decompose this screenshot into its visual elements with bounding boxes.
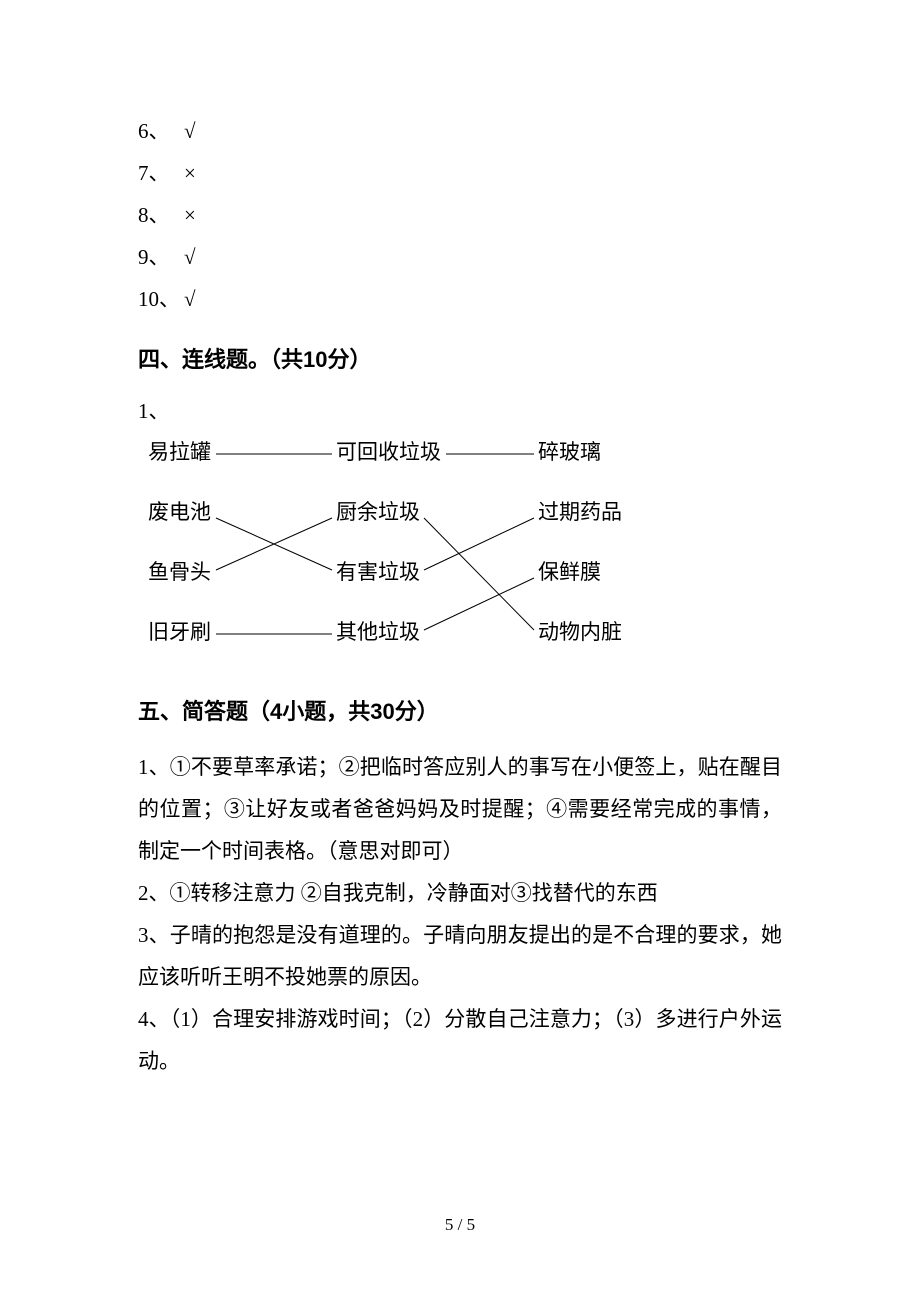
svg-text:保鲜膜: 保鲜膜 — [538, 560, 601, 584]
sa-text: 1、①不要草率承诺；②把临时答应别人的事写在小便签上，贴在醒目的位置；③让好友或… — [138, 755, 782, 863]
sa-text: 4、（1）合理安排游戏时间；（2）分散自己注意力；（3）多进行户外运动。 — [138, 1007, 782, 1073]
tf-num: 7、 — [138, 152, 184, 194]
tf-item: 10、 √ — [138, 278, 782, 320]
svg-text:有害垃圾: 有害垃圾 — [336, 560, 420, 584]
sa-text: 3、子晴的抱怨是没有道理的。子晴向朋友提出的是不合理的要求，她应该听听王明不投她… — [138, 923, 782, 989]
svg-text:厨余垃圾: 厨余垃圾 — [336, 500, 420, 524]
svg-text:鱼骨头: 鱼骨头 — [148, 560, 211, 584]
tf-mark: √ — [184, 236, 196, 278]
svg-text:碎玻璃: 碎玻璃 — [538, 440, 601, 464]
short-answer-item: 3、子晴的抱怨是没有道理的。子晴向朋友提出的是不合理的要求，她应该听听王明不投她… — [138, 914, 782, 998]
matching-diagram: 易拉罐 可回收垃圾 碎玻璃废电池 厨余垃圾 过期药品鱼骨头 有害垃圾 保鲜膜旧牙刷 其他垃圾 动… — [138, 434, 638, 666]
tf-item: 6、 √ — [138, 110, 782, 152]
svg-text:废电池: 废电池 — [148, 500, 211, 524]
sa-text: 2、①转移注意力 ②自我克制，冷静面对③找替代的东西 — [138, 881, 658, 905]
section4-heading: 四、连线题。（共10分） — [138, 338, 782, 382]
short-answer-item: 4、（1）合理安排游戏时间；（2）分散自己注意力；（3）多进行户外运动。 — [138, 998, 782, 1082]
svg-text:其他垃圾: 其他垃圾 — [336, 620, 420, 644]
truefalse-list: 6、 √ 7、 × 8、 × 9、 √ 10、 √ — [138, 110, 782, 320]
short-answer-item: 1、①不要草率承诺；②把临时答应别人的事写在小便签上，贴在醒目的位置；③让好友或… — [138, 746, 782, 872]
svg-text:动物内脏: 动物内脏 — [538, 620, 622, 644]
tf-item: 7、 × — [138, 152, 782, 194]
svg-text:过期药品: 过期药品 — [538, 500, 622, 524]
tf-mark: √ — [184, 278, 196, 320]
svg-text:旧牙刷: 旧牙刷 — [148, 620, 211, 644]
tf-mark: √ — [184, 110, 196, 152]
tf-num: 9、 — [138, 236, 184, 278]
svg-text:可回收垃圾: 可回收垃圾 — [336, 440, 441, 464]
tf-mark: × — [184, 152, 196, 194]
section5-heading: 五、简答题（4小题，共30分） — [138, 690, 782, 734]
tf-num: 6、 — [138, 110, 184, 152]
matching-label: 1、 — [138, 390, 782, 432]
tf-num: 10、 — [138, 278, 184, 320]
tf-item: 9、 √ — [138, 236, 782, 278]
matching-wrap: 1、 易拉罐 可回收垃圾 碎玻璃废电池 厨余垃圾 过期药品鱼骨头 有害垃圾 保鲜膜旧牙刷 其他… — [138, 390, 782, 666]
svg-text:易拉罐: 易拉罐 — [148, 440, 211, 464]
tf-item: 8、 × — [138, 194, 782, 236]
page-footer: 5 / 5 — [0, 1208, 920, 1242]
short-answer-list: 1、①不要草率承诺；②把临时答应别人的事写在小便签上，贴在醒目的位置；③让好友或… — [138, 746, 782, 1082]
tf-mark: × — [184, 194, 196, 236]
short-answer-item: 2、①转移注意力 ②自我克制，冷静面对③找替代的东西 — [138, 872, 782, 914]
tf-num: 8、 — [138, 194, 184, 236]
